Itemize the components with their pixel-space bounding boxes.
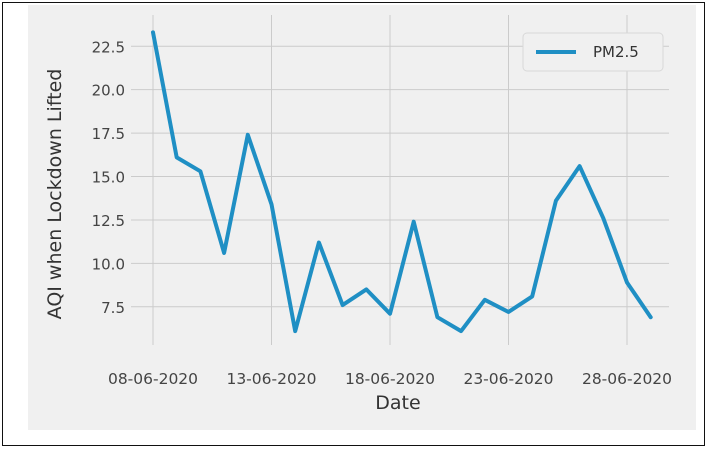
x-tick-label: 28-06-2020: [582, 370, 672, 388]
x-tick-label: 08-06-2020: [108, 370, 198, 388]
figure-frame: 7.5 10.0 12.5 15.0 17.5 20.0 22.5 08-06-2020 13…: [2, 2, 705, 446]
legend-box: [522, 32, 664, 72]
x-tick-label: 18-06-2020: [345, 370, 435, 388]
y-tick-label: 17.5: [92, 125, 125, 143]
y-tick-label: 20.0: [92, 82, 125, 100]
legend: PM2.5: [522, 32, 664, 72]
series-line: [151, 30, 653, 334]
y-tick-label: 7.5: [101, 299, 125, 317]
line-chart: 7.5 10.0 12.5 15.0 17.5 20.0 22.5 08-06-2020 13…: [28, 5, 696, 430]
y-tick-label: 10.0: [92, 255, 125, 273]
y-tick-label: 15.0: [92, 169, 125, 187]
y-tick-label: 12.5: [92, 212, 125, 230]
y-tick-labels: 7.5 10.0 12.5 15.0 17.5 20.0 22.5: [92, 38, 125, 317]
x-axis-label: Date: [375, 392, 420, 414]
x-tick-labels: 08-06-2020 13-06-2020 18-06-2020 23-06-2020…: [108, 370, 672, 388]
series-lines: [151, 30, 653, 334]
legend-label: PM2.5: [593, 43, 639, 61]
x-tick-label: 23-06-2020: [463, 370, 553, 388]
x-tick-label: 13-06-2020: [226, 370, 316, 388]
y-axis-label: AQI when Lockdown Lifted: [44, 69, 66, 320]
y-tick-label: 22.5: [92, 38, 125, 56]
